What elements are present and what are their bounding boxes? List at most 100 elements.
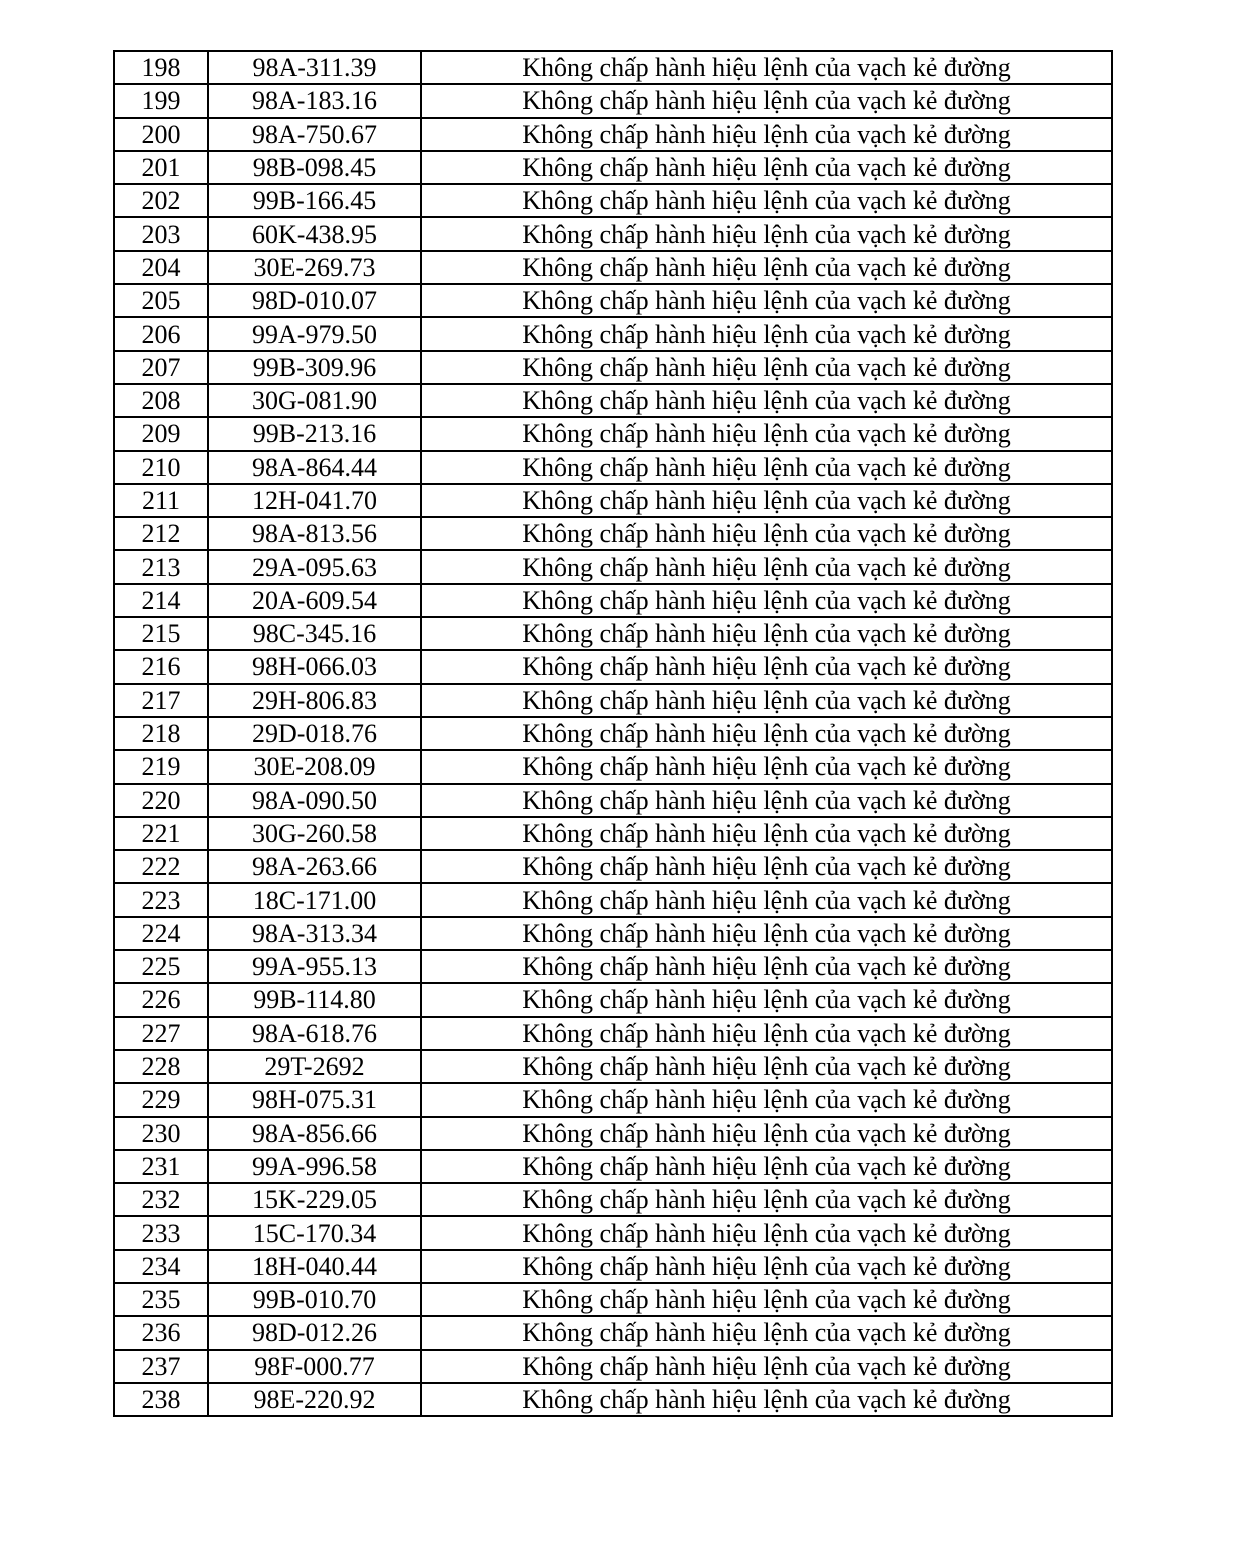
- violations-table: 198 98A-311.39 Không chấp hành hiệu lệnh c…: [113, 49, 1113, 1418]
- license-plate-cell: 99A-979.50: [207, 316, 422, 352]
- table-row: 213 29A-095.63 Không chấp hành hiệu lệnh c…: [113, 549, 1113, 585]
- table-row: 234 18H-040.44 Không chấp hành hiệu lệnh c…: [113, 1248, 1113, 1284]
- row-number-cell: 236: [113, 1315, 209, 1351]
- violation-cell: Không chấp hành hiệu lệnh của vạch kẻ đư…: [420, 116, 1113, 152]
- license-plate-cell: 30G-260.58: [207, 815, 422, 852]
- row-number-cell: 226: [113, 982, 209, 1018]
- table-row: 227 98A-618.76 Không chấp hành hiệu lệnh c…: [113, 1015, 1113, 1051]
- row-number-cell: 220: [113, 782, 209, 818]
- license-plate-cell: 99A-996.58: [207, 1148, 422, 1185]
- license-plate-cell: 99B-166.45: [207, 183, 422, 219]
- row-number-cell: 217: [113, 682, 209, 718]
- violation-cell: Không chấp hành hiệu lệnh của vạch kẻ đư…: [420, 649, 1113, 685]
- table-row: 232 15K-229.05 Không chấp hành hiệu lệnh c…: [113, 1182, 1113, 1218]
- table-row: 235 99B-010.70 Không chấp hành hiệu lệnh c…: [113, 1281, 1113, 1318]
- violation-cell: Không chấp hành hiệu lệnh của vạch kẻ đư…: [420, 1048, 1113, 1085]
- row-number-cell: 204: [113, 249, 209, 286]
- table-row: 231 99A-996.58 Không chấp hành hiệu lệnh c…: [113, 1148, 1113, 1185]
- license-plate-cell: 98A-864.44: [207, 449, 422, 485]
- license-plate-cell: 98A-311.39: [207, 49, 422, 86]
- row-number-cell: 219: [113, 749, 209, 785]
- row-number-cell: 224: [113, 915, 209, 952]
- table-row: 217 29H-806.83 Không chấp hành hiệu lệnh c…: [113, 682, 1113, 718]
- license-plate-cell: 98C-345.16: [207, 616, 422, 652]
- license-plate-cell: 98B-098.45: [207, 149, 422, 186]
- license-plate-cell: 98A-618.76: [207, 1015, 422, 1051]
- table-row: 229 98H-075.31 Không chấp hành hiệu lệnh c…: [113, 1082, 1113, 1118]
- violation-cell: Không chấp hành hiệu lệnh của vạch kẻ đư…: [420, 715, 1113, 752]
- license-plate-cell: 98A-813.56: [207, 516, 422, 552]
- row-number-cell: 215: [113, 616, 209, 652]
- row-number-cell: 221: [113, 815, 209, 852]
- license-plate-cell: 99B-309.96: [207, 349, 422, 385]
- table-row: 201 98B-098.45 Không chấp hành hiệu lệnh c…: [113, 149, 1113, 186]
- license-plate-cell: 99B-213.16: [207, 416, 422, 452]
- table-row: 200 98A-750.67 Không chấp hành hiệu lệnh c…: [113, 116, 1113, 152]
- row-number-cell: 214: [113, 582, 209, 619]
- violation-cell: Không chấp hành hiệu lệnh của vạch kẻ đư…: [420, 616, 1113, 652]
- violation-cell: Không chấp hành hiệu lệnh của vạch kẻ đư…: [420, 1148, 1113, 1185]
- table-row: 202 99B-166.45 Không chấp hành hiệu lệnh c…: [113, 183, 1113, 219]
- table-row: 233 15C-170.34 Không chấp hành hiệu lệnh c…: [113, 1215, 1113, 1251]
- table-row: 203 60K-438.95 Không chấp hành hiệu lệnh c…: [113, 216, 1113, 252]
- license-plate-cell: 18C-171.00: [207, 882, 422, 918]
- license-plate-cell: 98A-090.50: [207, 782, 422, 818]
- license-plate-cell: 98H-075.31: [207, 1082, 422, 1118]
- table-row: 225 99A-955.13 Không chấp hành hiệu lệnh c…: [113, 949, 1113, 985]
- table-row: 237 98F-000.77 Không chấp hành hiệu lệnh c…: [113, 1348, 1113, 1384]
- violation-cell: Không chấp hành hiệu lệnh của vạch kẻ đư…: [420, 1315, 1113, 1351]
- table-row: 226 99B-114.80 Không chấp hành hiệu lệnh c…: [113, 982, 1113, 1018]
- license-plate-cell: 29D-018.76: [207, 715, 422, 752]
- row-number-cell: 233: [113, 1215, 209, 1251]
- violation-cell: Không chấp hành hiệu lệnh của vạch kẻ đư…: [420, 1281, 1113, 1318]
- row-number-cell: 227: [113, 1015, 209, 1051]
- row-number-cell: 230: [113, 1115, 209, 1151]
- table-row: 199 98A-183.16 Không chấp hành hiệu lệnh c…: [113, 83, 1113, 119]
- row-number-cell: 210: [113, 449, 209, 485]
- table-row: 211 12H-041.70 Không chấp hành hiệu lệnh c…: [113, 482, 1113, 519]
- table-row: 228 29T-2692 Không chấp hành hiệu lệnh của…: [113, 1048, 1113, 1085]
- row-number-cell: 211: [113, 482, 209, 519]
- license-plate-cell: 98A-750.67: [207, 116, 422, 152]
- violation-cell: Không chấp hành hiệu lệnh của vạch kẻ đư…: [420, 1215, 1113, 1251]
- violation-cell: Không chấp hành hiệu lệnh của vạch kẻ đư…: [420, 1082, 1113, 1118]
- violation-cell: Không chấp hành hiệu lệnh của vạch kẻ đư…: [420, 1115, 1113, 1151]
- row-number-cell: 231: [113, 1148, 209, 1185]
- violation-cell: Không chấp hành hiệu lệnh của vạch kẻ đư…: [420, 216, 1113, 252]
- violation-cell: Không chấp hành hiệu lệnh của vạch kẻ đư…: [420, 1248, 1113, 1284]
- license-plate-cell: 15K-229.05: [207, 1182, 422, 1218]
- violation-cell: Không chấp hành hiệu lệnh của vạch kẻ đư…: [420, 815, 1113, 852]
- license-plate-cell: 99A-955.13: [207, 949, 422, 985]
- row-number-cell: 202: [113, 183, 209, 219]
- license-plate-cell: 12H-041.70: [207, 482, 422, 519]
- row-number-cell: 203: [113, 216, 209, 252]
- license-plate-cell: 60K-438.95: [207, 216, 422, 252]
- row-number-cell: 207: [113, 349, 209, 385]
- violation-cell: Không chấp hành hiệu lệnh của vạch kẻ đư…: [420, 682, 1113, 718]
- table-row: 223 18C-171.00 Không chấp hành hiệu lệnh c…: [113, 882, 1113, 918]
- table-row: 216 98H-066.03 Không chấp hành hiệu lệnh c…: [113, 649, 1113, 685]
- violation-cell: Không chấp hành hiệu lệnh của vạch kẻ đư…: [420, 1015, 1113, 1051]
- table-row: 220 98A-090.50 Không chấp hành hiệu lệnh c…: [113, 782, 1113, 818]
- row-number-cell: 238: [113, 1381, 209, 1418]
- row-number-cell: 208: [113, 382, 209, 419]
- table-row: 204 30E-269.73 Không chấp hành hiệu lệnh c…: [113, 249, 1113, 286]
- license-plate-cell: 98H-066.03: [207, 649, 422, 685]
- table-row: 206 99A-979.50 Không chấp hành hiệu lệnh c…: [113, 316, 1113, 352]
- table-row: 222 98A-263.66 Không chấp hành hiệu lệnh c…: [113, 849, 1113, 885]
- violation-cell: Không chấp hành hiệu lệnh của vạch kẻ đư…: [420, 449, 1113, 485]
- row-number-cell: 223: [113, 882, 209, 918]
- table-row: 219 30E-208.09 Không chấp hành hiệu lệnh c…: [113, 749, 1113, 785]
- license-plate-cell: 30E-269.73: [207, 249, 422, 286]
- license-plate-cell: 98A-263.66: [207, 849, 422, 885]
- row-number-cell: 200: [113, 116, 209, 152]
- table-row: 214 20A-609.54 Không chấp hành hiệu lệnh c…: [113, 582, 1113, 619]
- table-row: 238 98E-220.92 Không chấp hành hiệu lệnh c…: [113, 1381, 1113, 1418]
- row-number-cell: 218: [113, 715, 209, 752]
- table-row: 215 98C-345.16 Không chấp hành hiệu lệnh c…: [113, 616, 1113, 652]
- table-row: 208 30G-081.90 Không chấp hành hiệu lệnh c…: [113, 382, 1113, 419]
- violation-cell: Không chấp hành hiệu lệnh của vạch kẻ đư…: [420, 416, 1113, 452]
- row-number-cell: 199: [113, 83, 209, 119]
- violation-cell: Không chấp hành hiệu lệnh của vạch kẻ đư…: [420, 1348, 1113, 1384]
- row-number-cell: 206: [113, 316, 209, 352]
